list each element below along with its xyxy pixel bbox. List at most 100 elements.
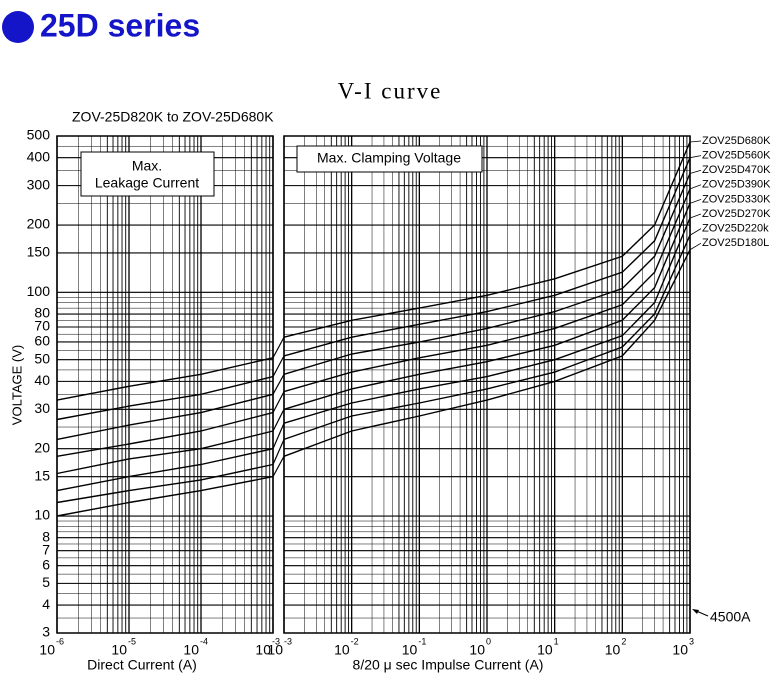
y-tick-label: 6	[42, 556, 50, 572]
series-line	[283, 188, 691, 393]
y-tick-label: 70	[34, 318, 50, 334]
chart-title: V-I curve	[338, 78, 443, 103]
annotation-text: Max. Clamping Voltage	[317, 150, 461, 166]
x-tick-exponent: -1	[418, 636, 426, 646]
y-tick-label: 80	[34, 305, 50, 321]
y-tick-label: 8	[42, 528, 50, 544]
legend-label: ZOV25D180L	[702, 237, 769, 249]
y-tick-label: 7	[42, 541, 50, 557]
x-tick-label: 10	[537, 642, 553, 658]
annotation-text: 4500A	[710, 609, 751, 625]
x-tick-exponent: 2	[621, 636, 626, 646]
series-connector	[272, 409, 285, 432]
y-tick-label: 200	[27, 216, 51, 232]
series-line	[56, 463, 274, 504]
x-axis-title: Direct Current (A)	[87, 657, 197, 673]
y-tick-label: 10	[34, 507, 50, 523]
y-tick-label: 15	[34, 467, 50, 483]
legend-label: ZOV25D560K	[702, 150, 771, 162]
y-tick-label: 4	[42, 596, 50, 612]
legend-label: ZOV25D680K	[702, 135, 771, 147]
x-tick-label: 10	[334, 642, 350, 658]
y-tick-label: 5	[42, 574, 50, 590]
x-axis-title: 8/20 μ sec Impulse Current (A)	[353, 657, 544, 673]
series-line	[283, 203, 691, 410]
series-line	[56, 430, 274, 475]
x-tick-label: 10	[183, 642, 199, 658]
x-tick-exponent: 0	[486, 636, 491, 646]
plot-frame	[283, 135, 691, 634]
y-tick-label: 3	[42, 624, 50, 640]
series-connector	[272, 439, 285, 465]
x-tick-label: 10	[469, 642, 485, 658]
x-tick-label: 10	[267, 642, 283, 658]
x-tick-exponent: -6	[56, 636, 64, 646]
y-tick-label: 100	[27, 283, 51, 299]
y-tick-label: 300	[27, 176, 51, 192]
series-line	[283, 234, 691, 441]
y-tick-label: 20	[34, 439, 50, 455]
legend-leader	[689, 213, 702, 219]
annotation-box	[80, 151, 215, 197]
legend-leader	[689, 184, 702, 190]
annotation: Max. Clamping Voltage	[296, 145, 483, 173]
annotation-text: Leakage Current	[95, 175, 199, 191]
series-line	[56, 357, 274, 401]
chart-subtitle: ZOV-25D820K to ZOV-25D680K	[72, 109, 274, 125]
x-tick-label: 10	[402, 642, 418, 658]
series-line	[56, 475, 274, 517]
x-tick-exponent: -5	[128, 636, 136, 646]
legend-label: ZOV25D470K	[702, 164, 771, 176]
series-line	[56, 375, 274, 421]
legend-leader	[689, 169, 702, 174]
x-tick-exponent: -2	[351, 636, 359, 646]
series-line	[56, 448, 274, 492]
legend-leader	[689, 140, 702, 143]
y-tick-label: 400	[27, 148, 51, 164]
legend-leader	[689, 242, 702, 251]
series-connector	[272, 455, 285, 477]
y-tick-label: 60	[34, 333, 50, 349]
y-tick-label: 40	[34, 372, 50, 388]
x-tick-exponent: -3	[272, 636, 280, 646]
series-connector	[272, 336, 285, 359]
legend-label: ZOV25D270K	[702, 208, 771, 220]
x-tick-label: 10	[255, 642, 271, 658]
legend-label: ZOV25D220k	[702, 223, 769, 235]
annotation-box	[296, 145, 483, 173]
x-tick-exponent: 3	[689, 636, 694, 646]
series-line	[283, 249, 691, 457]
series-line	[283, 141, 691, 338]
y-tick-label: 50	[34, 350, 50, 366]
header-title: 25D series	[40, 7, 200, 43]
y-tick-label: 150	[27, 244, 51, 260]
x-tick-exponent: -3	[284, 636, 292, 646]
x-tick-label: 10	[39, 642, 55, 658]
x-tick-label: 10	[672, 642, 688, 658]
y-axis-title: VOLTAGE (V)	[9, 345, 24, 425]
x-tick-exponent: -4	[200, 636, 208, 646]
header-bullet	[2, 11, 34, 43]
series-line	[283, 157, 691, 357]
annotation: Max.Leakage Current	[80, 151, 215, 197]
series-connector	[272, 422, 285, 449]
series-line	[56, 393, 274, 441]
annotation-text: Max.	[132, 158, 162, 174]
x-tick-label: 10	[605, 642, 621, 658]
plot-frame	[56, 135, 274, 634]
legend-leader	[689, 199, 702, 204]
x-tick-label: 10	[111, 642, 127, 658]
legend-label: ZOV25D330K	[702, 193, 771, 205]
legend-label: ZOV25D390K	[702, 179, 771, 191]
series-connector	[272, 374, 285, 395]
legend-leader	[689, 155, 702, 159]
series-line	[283, 173, 691, 375]
series-connector	[272, 355, 285, 377]
annotation-arrowhead	[692, 609, 699, 614]
y-tick-label: 30	[34, 400, 50, 416]
series-line	[56, 411, 274, 457]
legend-leader	[689, 228, 702, 236]
series-connector	[272, 391, 285, 413]
x-tick-exponent: 1	[554, 636, 559, 646]
